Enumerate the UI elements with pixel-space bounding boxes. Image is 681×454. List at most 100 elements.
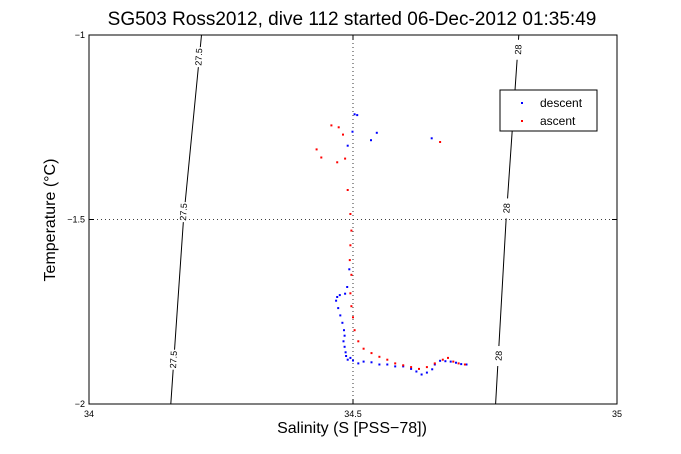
descent-point bbox=[352, 359, 354, 362]
ascent-point bbox=[349, 213, 352, 215]
axis-ticks: 34 34.5 35 −2 −1.5 −1 bbox=[67, 30, 622, 419]
contour-label-bg bbox=[169, 349, 178, 370]
contour-label: 28 bbox=[513, 44, 524, 55]
descent-point bbox=[431, 368, 434, 371]
ascent-point bbox=[344, 157, 347, 160]
descent-point bbox=[349, 356, 352, 359]
contour-label: 28 bbox=[501, 203, 512, 214]
descent-point bbox=[339, 314, 342, 317]
descent-point bbox=[394, 365, 397, 368]
legend-marker-ascent bbox=[521, 120, 523, 122]
descent-point bbox=[370, 361, 373, 364]
ascent-point bbox=[348, 259, 351, 262]
descent-point bbox=[433, 363, 436, 366]
contour-label-bg bbox=[494, 346, 503, 367]
ascent-point bbox=[439, 141, 442, 143]
x-tick-label: 34 bbox=[84, 409, 94, 419]
ascent-point bbox=[350, 305, 353, 308]
descent-point bbox=[425, 371, 428, 374]
descent-point bbox=[439, 359, 442, 362]
descent-point bbox=[338, 294, 341, 297]
ascent-point bbox=[357, 340, 360, 343]
y-tick-label: −1 bbox=[75, 30, 85, 40]
legend: descent ascent bbox=[499, 89, 598, 132]
ascent-point bbox=[418, 367, 420, 370]
ascent-point bbox=[447, 356, 449, 359]
descent-point bbox=[386, 363, 389, 366]
ascent-point bbox=[402, 364, 405, 367]
contour-label: 27.5 bbox=[178, 203, 189, 221]
descent-point bbox=[343, 329, 345, 332]
ascent-point bbox=[349, 292, 352, 295]
contour-label-bg bbox=[194, 47, 203, 68]
x-tick-label: 35 bbox=[612, 409, 622, 419]
descent-point bbox=[415, 370, 418, 373]
grid-lines bbox=[89, 35, 617, 404]
ascent-point bbox=[353, 329, 356, 332]
descent-point bbox=[343, 334, 346, 337]
descent-point bbox=[343, 345, 346, 348]
descent-point bbox=[348, 268, 351, 271]
x-axis-label: Salinity (S [PSS−78]) bbox=[277, 420, 427, 437]
descent-point bbox=[346, 358, 349, 361]
legend-label-descent: descent bbox=[540, 96, 583, 110]
legend-marker-descent bbox=[521, 102, 523, 104]
data-points bbox=[315, 113, 468, 376]
ascent-point bbox=[425, 366, 428, 369]
descent-point bbox=[337, 307, 340, 310]
contour-label: 27.5 bbox=[193, 48, 204, 66]
descent-point bbox=[410, 367, 413, 370]
ascent-point bbox=[386, 358, 389, 361]
y-tick-label: −2 bbox=[75, 399, 85, 409]
descent-point bbox=[420, 373, 423, 376]
descent-point bbox=[356, 114, 359, 117]
chart-title: SG503 Ross2012, dive 112 started 06-Dec-… bbox=[108, 9, 597, 30]
y-axis-label: Temperature (°C) bbox=[42, 159, 59, 282]
descent-point bbox=[375, 131, 378, 134]
descent-point bbox=[465, 363, 468, 366]
ascent-point bbox=[452, 360, 455, 363]
descent-point bbox=[351, 130, 354, 133]
ascent-point bbox=[463, 363, 466, 366]
descent-point bbox=[370, 139, 372, 142]
descent-point bbox=[341, 321, 344, 324]
descent-point bbox=[455, 361, 457, 364]
contour-label-bg bbox=[179, 202, 188, 223]
y-tick-label: −1.5 bbox=[67, 215, 85, 225]
ascent-point bbox=[315, 148, 318, 151]
contour-label-bg bbox=[502, 198, 511, 219]
ascent-point bbox=[350, 273, 353, 276]
descent-point bbox=[342, 340, 345, 343]
descent-point bbox=[335, 299, 338, 302]
legend-box bbox=[499, 89, 598, 132]
ascent-point bbox=[362, 347, 365, 350]
ascent-point bbox=[330, 124, 333, 127]
descent-point bbox=[344, 351, 347, 354]
descent-point bbox=[345, 355, 348, 357]
ascent-point bbox=[352, 316, 354, 319]
descent-point bbox=[362, 360, 365, 363]
descent-point bbox=[444, 360, 447, 363]
ascent-point bbox=[320, 156, 323, 159]
ascent-point bbox=[433, 362, 436, 365]
legend-label-ascent: ascent bbox=[540, 114, 576, 128]
descent-point bbox=[378, 363, 381, 366]
descent-point bbox=[344, 292, 347, 295]
descent-point bbox=[402, 365, 405, 368]
descent-point bbox=[449, 360, 452, 363]
ascent-point bbox=[336, 161, 339, 164]
ascent-point bbox=[350, 229, 353, 232]
ascent-point bbox=[346, 189, 349, 191]
ascent-point bbox=[337, 126, 340, 129]
ascent-point bbox=[342, 133, 344, 136]
ascent-point bbox=[457, 362, 460, 365]
contour-label-bg bbox=[514, 39, 523, 60]
descent-point bbox=[430, 137, 433, 140]
contour-label: 27.5 bbox=[168, 351, 179, 369]
ascent-point bbox=[378, 355, 381, 358]
descent-point bbox=[346, 144, 349, 147]
descent-point bbox=[353, 113, 356, 116]
ascent-point bbox=[370, 352, 373, 355]
ascent-point bbox=[441, 358, 444, 361]
